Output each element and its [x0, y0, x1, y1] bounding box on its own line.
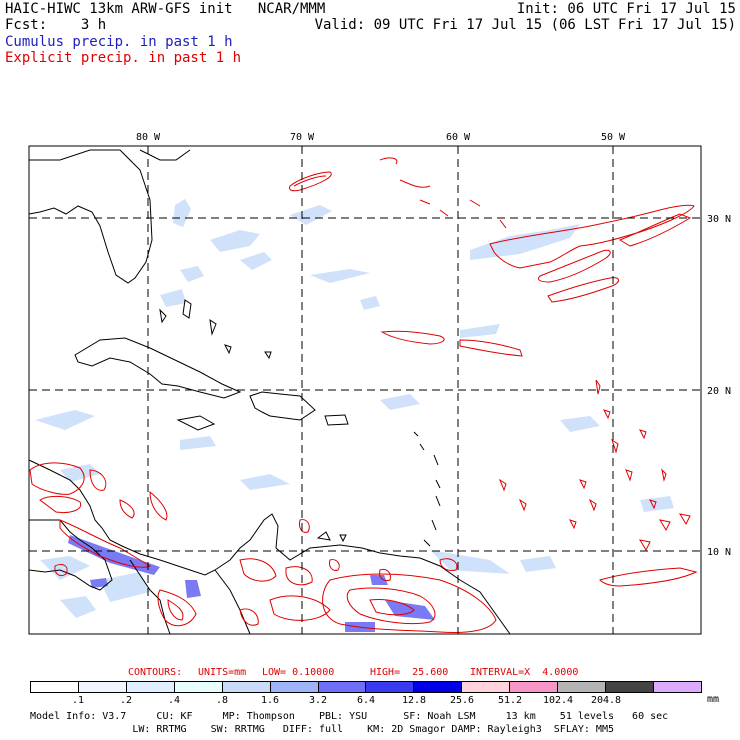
- lat-lon-grid: [29, 146, 701, 634]
- model-info-line2: LW: RRTMG SW: RRTMG DIFF: full KM: 2D Sm…: [30, 724, 614, 735]
- lon-label-50w: 50 W: [601, 132, 626, 143]
- lon-label-70w: 70 W: [290, 132, 315, 143]
- colorbar-unit: mm: [707, 694, 720, 705]
- colorbar-swatch: [653, 682, 701, 692]
- lon-label-60w: 60 W: [446, 132, 471, 143]
- lat-label-20n: 20 N: [707, 386, 731, 397]
- colorbar-swatch: [462, 682, 511, 692]
- colorbar-tick-label: 1.6: [260, 695, 280, 706]
- colorbar-swatch: [174, 682, 223, 692]
- model-info-line1: Model Info: V3.7 CU: KF MP: Thompson PBL…: [30, 711, 669, 722]
- axis-labels: 80 W 70 W 60 W 50 W 30 N 20 N 10 N: [136, 132, 731, 558]
- cumulus-precip-label: Cumulus precip. in past 1 h: [5, 34, 233, 50]
- forecast-hour: Fcst: 3 h: [5, 17, 107, 33]
- colorbar-swatch: [318, 682, 367, 692]
- colorbar-swatch: [78, 682, 127, 692]
- colorbar-tick-label: .1: [71, 695, 85, 706]
- contours-low: LOW= 0.10000: [262, 667, 335, 678]
- colorbar-tick-label: 25.6: [449, 695, 475, 706]
- precip-colorbar: [30, 681, 702, 693]
- colorbar-tick-label: 3.2: [308, 695, 328, 706]
- colorbar-tick-label: 6.4: [356, 695, 376, 706]
- colorbar-tick-label: 204.8: [590, 695, 622, 706]
- colorbar-tick-label: .2: [119, 695, 133, 706]
- colorbar-tick-label: .8: [215, 695, 229, 706]
- colorbar-swatch: [222, 682, 271, 692]
- colorbar-swatch: [31, 682, 79, 692]
- explicit-precip-contours: [29, 157, 698, 633]
- explicit-precip-label: Explicit precip. in past 1 h: [5, 50, 242, 66]
- contours-units: UNITS=mm: [198, 667, 247, 678]
- lon-label-80w: 80 W: [136, 132, 161, 143]
- contours-high: HIGH= 25.600: [370, 667, 449, 678]
- coastlines: [28, 149, 511, 635]
- valid-time: Valid: 09 UTC Fri 17 Jul 15 (06 LST Fri …: [314, 17, 736, 33]
- colorbar-swatch: [126, 682, 175, 692]
- lat-label-30n: 30 N: [707, 214, 731, 225]
- colorbar-tick-label: .4: [167, 695, 181, 706]
- init-time: Init: 06 UTC Fri 17 Jul 15: [516, 1, 736, 17]
- colorbar-swatch: [270, 682, 319, 692]
- colorbar-swatch: [606, 682, 654, 692]
- colorbar-swatch: [414, 682, 463, 692]
- colorbar-tick-label: 12.8: [401, 695, 427, 706]
- lat-label-10n: 10 N: [707, 547, 731, 558]
- cumulus-precip-shading: [35, 199, 674, 618]
- colorbar-swatch: [558, 682, 607, 692]
- colorbar-swatch: [510, 682, 559, 692]
- contours-interval: INTERVAL=X 4.0000: [470, 667, 579, 678]
- colorbar-tick-label: 51.2: [497, 695, 523, 706]
- colorbar-swatch: [366, 682, 415, 692]
- colorbar-tick-label: 102.4: [542, 695, 574, 706]
- model-title: HAIC-HIWC 13km ARW-GFS init NCAR/MMM: [5, 1, 326, 17]
- contours-label: CONTOURS:: [128, 667, 183, 678]
